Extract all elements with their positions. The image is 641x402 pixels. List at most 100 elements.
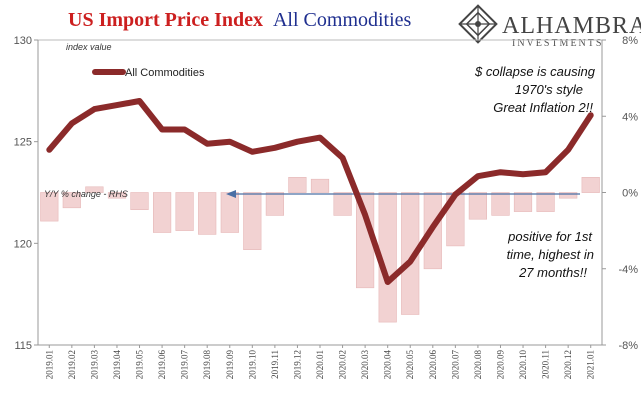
yoy-bar-2020.12 <box>559 192 578 199</box>
left-tick-label-125: 125 <box>14 137 32 149</box>
line-point-2020.11 <box>543 169 549 175</box>
x-tick-label-2020.06: 2020.06 <box>428 350 438 380</box>
x-tick-label-2020.02: 2020.02 <box>338 350 348 379</box>
annotation-bottom-right: positive for 1st time, highest in 27 mon… <box>507 229 594 280</box>
x-tick-label-2019.07: 2019.07 <box>180 350 190 380</box>
yoy-bar-2019.06 <box>153 192 172 233</box>
x-tick-label-2019.06: 2019.06 <box>157 350 167 380</box>
yoy-bar-2019.12 <box>288 177 307 193</box>
annotation-bottom-line2: time, highest in <box>507 247 594 262</box>
logo-name: ALHAMBRA <box>502 13 641 39</box>
annotation-top-line2: 1970's style <box>515 82 583 97</box>
yoy-bar-2019.05 <box>130 192 149 211</box>
right-tick-label-4: 4% <box>622 111 638 123</box>
line-point-2020.01 <box>317 135 323 141</box>
x-tick-label-2019.10: 2019.10 <box>247 350 257 380</box>
x-tick-label-2020.07: 2020.07 <box>450 350 460 380</box>
line-point-2019.04 <box>114 102 120 108</box>
left-tick-label-115: 115 <box>14 340 32 352</box>
line-point-2020.02 <box>340 155 346 161</box>
chart-title-part2: All Commodities <box>273 9 412 31</box>
yoy-bar-2019.02 <box>62 192 81 209</box>
left-axis-ticks: 115 120 125 130 <box>14 35 38 352</box>
annotation-bottom-line1: positive for 1st <box>507 229 593 244</box>
right-tick-label--4: -4% <box>618 264 638 276</box>
bar-series <box>40 177 600 323</box>
left-axis-label: index value <box>66 42 112 52</box>
logo: ALHAMBRA INVESTMENTS <box>458 4 641 49</box>
x-tick-label-2019.11: 2019.11 <box>270 350 280 379</box>
x-tick-label-2020.12: 2020.12 <box>563 350 573 379</box>
line-point-2021.01 <box>588 112 594 118</box>
yoy-bar-2019.04 <box>107 192 127 199</box>
yoy-bar-2020.08 <box>468 192 488 220</box>
rhs-arrow <box>226 190 580 198</box>
annotation-top-line3: Great Inflation 2!! <box>493 100 593 115</box>
right-axis-ticks: 8% 4% 0% -4% -8% <box>602 35 638 352</box>
x-axis-ticks: 2019.01 2019.02 2019.03 2019.04 2019.05 2019.… <box>44 345 596 380</box>
line-point-2020.05 <box>407 259 413 265</box>
yoy-bar-2019.03 <box>85 186 104 193</box>
yoy-bar-2019.01 <box>40 192 59 222</box>
logo-icon <box>458 4 498 44</box>
line-point-2019.11 <box>272 145 278 151</box>
x-tick-label-2020.05: 2020.05 <box>405 350 415 380</box>
x-tick-label-2020.01: 2020.01 <box>315 350 325 379</box>
right-tick-label-8: 8% <box>622 35 638 47</box>
line-point-2020.07 <box>452 192 458 197</box>
yoy-bar-2020.10 <box>513 192 533 212</box>
legend: All Commodities <box>92 67 205 79</box>
line-point-2019.05 <box>137 98 142 104</box>
line-point-2020.06 <box>430 224 436 230</box>
left-tick-label-120: 120 <box>14 238 32 250</box>
line-point-2019.09 <box>227 139 233 145</box>
x-tick-label-2019.04: 2019.04 <box>112 350 122 380</box>
chart-title: US Import Price Index All Commodities <box>68 9 412 31</box>
annotation-bottom-line3: 27 months!! <box>518 265 587 280</box>
x-tick-label-2019.01: 2019.01 <box>44 350 54 379</box>
line-point-2019.08 <box>204 141 210 147</box>
yoy-bar-2020.09 <box>491 192 510 216</box>
logo-tagline: INVESTMENTS <box>512 38 603 49</box>
left-tick-label-130: 130 <box>14 35 32 47</box>
yoy-bar-2019.11 <box>265 192 285 216</box>
line-point-2019.07 <box>182 127 188 132</box>
right-tick-label-0: 0% <box>622 188 638 200</box>
line-point-2020.10 <box>520 171 526 177</box>
x-tick-label-2020.10: 2020.10 <box>518 350 528 380</box>
x-tick-label-2020.04: 2020.04 <box>383 350 393 380</box>
x-tick-label-2019.08: 2019.08 <box>202 350 212 380</box>
line-point-2019.03 <box>91 106 97 112</box>
yoy-bar-2019.10 <box>243 192 262 251</box>
line-point-2019.01 <box>46 147 52 153</box>
yoy-bar-2019.09 <box>220 192 239 233</box>
line-point-2019.12 <box>294 139 300 145</box>
x-tick-label-2020.11: 2020.11 <box>541 350 551 379</box>
right-axis-label: Y/Y % change - RHS <box>44 189 128 199</box>
line-point-2019.02 <box>69 120 75 126</box>
line-point-2020.12 <box>565 147 571 153</box>
x-tick-label-2020.03: 2020.03 <box>360 350 370 380</box>
x-tick-label-2021.01: 2021.01 <box>586 350 596 379</box>
line-points <box>46 98 594 285</box>
x-tick-label-2019.09: 2019.09 <box>225 350 235 380</box>
yoy-bar-2021.01 <box>581 177 600 193</box>
yoy-bar-2020.11 <box>536 192 555 212</box>
yoy-bar-2019.08 <box>198 192 217 235</box>
annotation-top-line1: $ collapse is causing <box>474 64 596 79</box>
annotation-top-right: $ collapse is causing 1970's style Great… <box>474 64 596 115</box>
line-point-2020.03 <box>362 212 368 218</box>
yoy-bar-2020.02 <box>333 192 352 216</box>
line-point-2019.06 <box>159 127 165 132</box>
yoy-bar-2019.07 <box>175 192 194 231</box>
x-tick-label-2019.12: 2019.12 <box>292 350 302 379</box>
x-tick-label-2019.03: 2019.03 <box>89 350 99 380</box>
chart-title-part1: US Import Price Index <box>68 9 263 31</box>
x-tick-label-2019.05: 2019.05 <box>135 350 145 380</box>
x-tick-label-2019.02: 2019.02 <box>67 350 77 379</box>
x-tick-label-2020.08: 2020.08 <box>473 350 483 380</box>
line-point-2019.10 <box>249 149 255 155</box>
x-tick-label-2020.09: 2020.09 <box>495 349 505 379</box>
line-point-2020.08 <box>475 173 481 179</box>
